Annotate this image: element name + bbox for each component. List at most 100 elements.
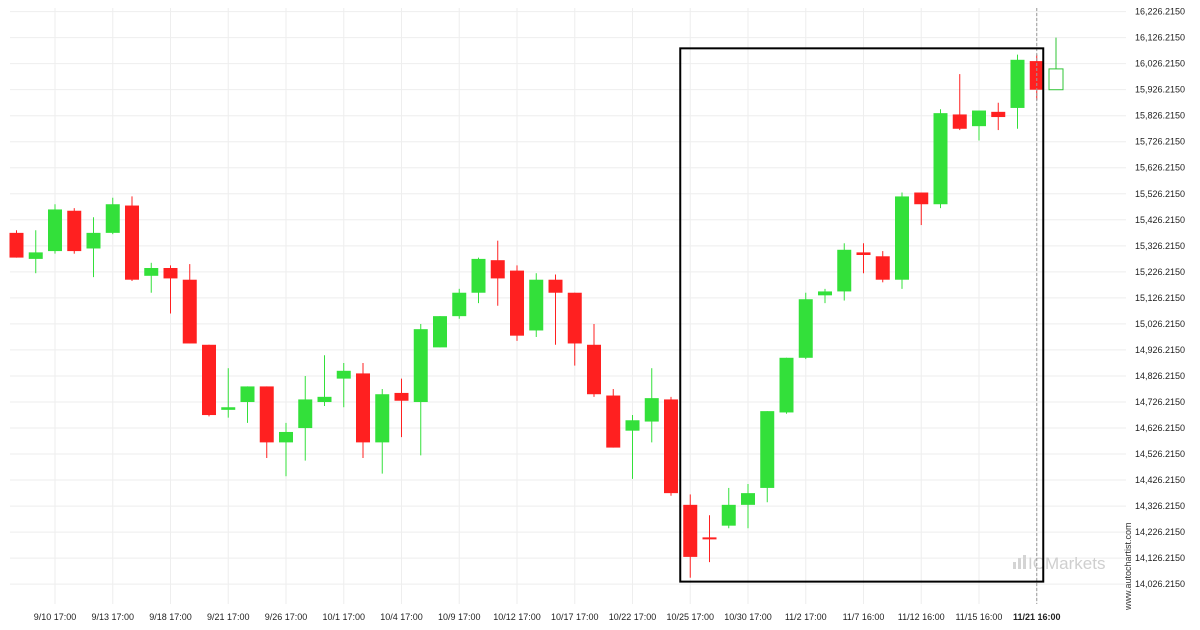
x-tick-label: 9/13 17:00 — [91, 612, 134, 622]
candle-body — [529, 279, 544, 331]
candle-body — [625, 420, 640, 431]
candle-body — [144, 268, 159, 276]
candle-body — [9, 232, 24, 258]
candle-body — [375, 394, 390, 443]
candle-body — [163, 268, 178, 279]
candle-body — [48, 209, 62, 252]
candle — [875, 251, 890, 283]
candle — [856, 243, 871, 274]
candle-body — [664, 399, 678, 494]
candle — [394, 378, 409, 438]
candle — [760, 411, 775, 503]
x-axis-ticks: 9/10 17:00 9/13 17:00 9/18 17:00 9/21 17:00… — [34, 612, 1061, 622]
x-tick-label: 9/18 17:00 — [149, 612, 192, 622]
y-tick-label: 14,126.2150 — [1135, 553, 1185, 563]
candle-body — [452, 292, 467, 317]
candle — [972, 110, 986, 141]
candle-body — [202, 344, 216, 416]
candle — [375, 389, 390, 474]
candle — [86, 217, 101, 278]
candle-body — [413, 329, 428, 403]
y-tick-label: 16,126.2150 — [1135, 33, 1185, 43]
candle — [548, 274, 563, 345]
y-tick-label: 15,326.2150 — [1135, 241, 1185, 251]
candle-body — [702, 537, 717, 540]
watermark: ICMarkets — [1013, 554, 1105, 573]
candle — [471, 257, 486, 304]
candle — [625, 415, 640, 479]
candle-body — [895, 196, 909, 280]
y-tick-label: 15,226.2150 — [1135, 267, 1185, 277]
candle — [433, 316, 447, 348]
candle-body — [856, 252, 871, 255]
candle — [413, 323, 428, 456]
y-tick-label: 14,826.2150 — [1135, 371, 1185, 381]
candle — [644, 368, 659, 443]
candle-body — [741, 493, 755, 505]
candle-body — [798, 299, 813, 358]
x-tick-label: 11/15 16:00 — [956, 612, 1003, 622]
candle-body — [914, 192, 929, 205]
candle — [9, 230, 24, 258]
x-tick-label: 10/4 17:00 — [380, 612, 423, 622]
candle — [895, 192, 909, 289]
candle — [741, 484, 755, 529]
x-tick-label: 11/21 16:00 — [1013, 612, 1061, 622]
x-tick-label: 11/12 16:00 — [898, 612, 945, 622]
y-tick-label: 15,526.2150 — [1135, 189, 1185, 199]
candle — [702, 515, 717, 563]
y-tick-label: 15,026.2150 — [1135, 319, 1185, 329]
candle-body — [683, 504, 698, 557]
candle-body — [259, 386, 274, 443]
x-tick-label: 10/30 17:00 — [724, 612, 772, 622]
y-tick-label: 14,626.2150 — [1135, 423, 1185, 433]
candle-body — [182, 279, 197, 344]
candle — [818, 288, 832, 304]
candle — [510, 265, 524, 341]
candle — [490, 240, 505, 306]
candle — [683, 494, 698, 578]
candle-body — [1010, 59, 1025, 108]
candle — [567, 292, 582, 366]
candle-body — [105, 204, 120, 233]
candle-body — [644, 398, 659, 422]
y-tick-label: 15,626.2150 — [1135, 163, 1185, 173]
candle — [28, 230, 43, 274]
candle — [240, 386, 255, 423]
candle-body — [837, 249, 852, 292]
candle — [356, 362, 370, 458]
x-tick-label: 9/21 17:00 — [207, 612, 250, 622]
candle-body — [952, 114, 967, 129]
candle-body — [779, 357, 794, 413]
candle-body — [818, 291, 832, 296]
candle-body — [587, 344, 601, 395]
candle — [202, 344, 216, 417]
candle — [933, 109, 948, 209]
candle — [721, 487, 736, 529]
candle — [182, 264, 197, 344]
pattern-highlight-box — [679, 47, 1045, 583]
candle-body — [28, 252, 43, 259]
candle-body — [933, 113, 948, 205]
candle — [125, 196, 139, 282]
candle-body — [606, 395, 621, 448]
y-tick-label: 14,726.2150 — [1135, 397, 1185, 407]
candle-body — [394, 392, 409, 401]
x-tick-label: 10/17 17:00 — [551, 612, 599, 622]
candle — [452, 288, 467, 319]
x-tick-label: 10/12 17:00 — [493, 612, 541, 622]
y-tick-label: 16,026.2150 — [1135, 59, 1185, 69]
candle-body — [1048, 68, 1064, 91]
y-tick-label: 14,026.2150 — [1135, 579, 1185, 589]
candle — [779, 357, 794, 414]
candle — [67, 208, 82, 254]
y-tick-label: 14,326.2150 — [1135, 501, 1185, 511]
candle — [221, 368, 236, 418]
y-tick-label: 15,126.2150 — [1135, 293, 1185, 303]
candle-body — [567, 292, 582, 344]
candle — [259, 386, 274, 458]
x-tick-label: 11/7 16:00 — [843, 612, 885, 622]
candle — [664, 396, 678, 496]
y-tick-label: 15,826.2150 — [1135, 111, 1185, 121]
